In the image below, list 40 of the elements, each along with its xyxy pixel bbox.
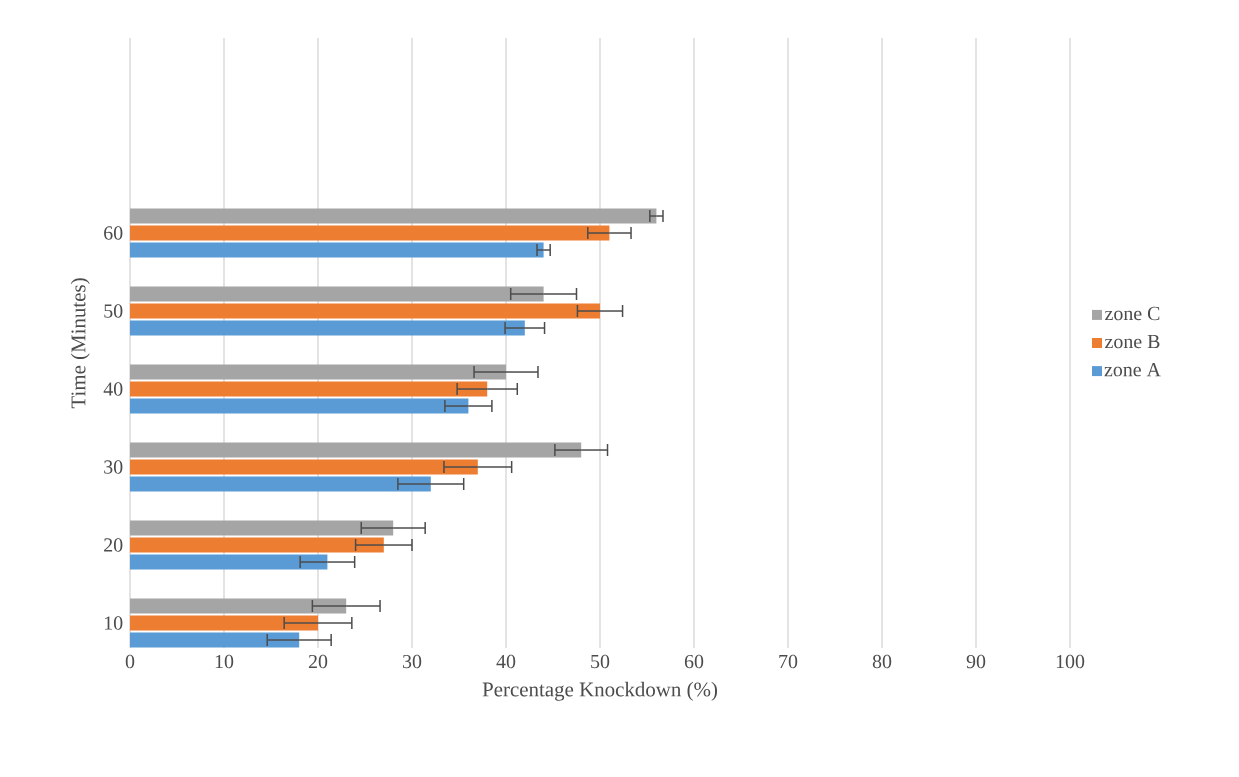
bar	[130, 476, 431, 492]
y-tick-label: 60	[104, 226, 123, 240]
x-tick-label: 30	[402, 654, 422, 669]
x-tick-label: 80	[872, 654, 892, 669]
bar	[130, 225, 610, 241]
bar	[130, 442, 582, 458]
bar	[130, 598, 347, 614]
bar	[130, 554, 328, 570]
x-tick-label: 20	[308, 654, 328, 669]
x-tick-label: 50	[591, 654, 610, 669]
y-tick-label: 20	[104, 538, 123, 552]
bar	[130, 208, 657, 224]
bar	[130, 381, 488, 397]
x-tick-label: 70	[779, 654, 798, 669]
bar	[130, 242, 544, 258]
legend-label: zone A	[1104, 363, 1161, 377]
x-tick-label: 60	[684, 654, 704, 669]
bar	[130, 632, 300, 648]
x-tick-label: 100	[1056, 654, 1085, 669]
bar	[130, 537, 384, 553]
bar	[130, 459, 478, 475]
y-tick-label: 40	[103, 382, 123, 396]
y-tick-label: 30	[104, 460, 123, 474]
bar	[130, 286, 544, 302]
bar	[130, 320, 525, 336]
y-tick-label: 10	[104, 616, 123, 630]
x-tick-label: 10	[215, 654, 234, 669]
x-tick-label: 90	[966, 654, 986, 669]
x-tick-label: 40	[496, 654, 516, 669]
legend-label: zone B	[1105, 335, 1160, 349]
bar	[130, 364, 506, 380]
y-tick-label: 50	[104, 304, 123, 318]
bar	[130, 398, 469, 414]
bar	[130, 520, 394, 536]
y-axis-title: Time (Minutes)	[70, 278, 90, 409]
bar	[130, 615, 318, 631]
x-axis-title: Percentage Knockdown (%)	[482, 681, 718, 701]
x-tick-label: 0	[125, 654, 135, 669]
bar	[130, 303, 600, 319]
legend-label: zone C	[1105, 306, 1160, 321]
